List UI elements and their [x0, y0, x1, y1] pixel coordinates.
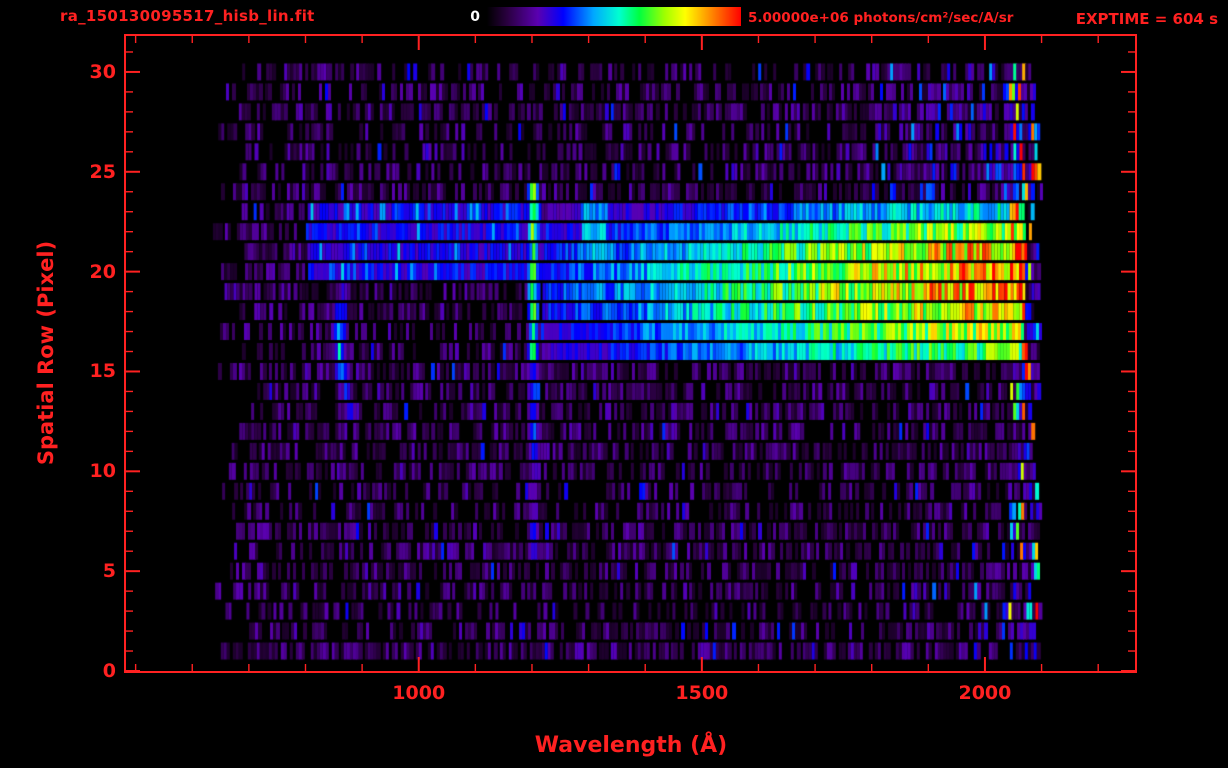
- x-tick-label: 1500: [675, 682, 729, 704]
- exptime-label: EXPTIME = 604 s: [1075, 10, 1218, 28]
- x-tick-label: 1000: [392, 682, 446, 704]
- plot-area: [124, 34, 1137, 673]
- y-tick-label: 20: [89, 260, 116, 283]
- y-tick-label: 25: [89, 160, 116, 183]
- colorbar-gradient: [487, 7, 741, 26]
- colorbar-max-label: 5.00000e+06 photons/cm²/sec/A/sr: [748, 10, 1014, 26]
- x-axis-title: Wavelength (Å): [534, 733, 728, 758]
- colorbar-min-label: 0: [470, 9, 480, 25]
- y-axis-title: Spatial Row (Pixel): [34, 240, 58, 466]
- y-tick-label: 0: [102, 660, 116, 682]
- y-tick-label: 5: [102, 560, 116, 583]
- plot-title: ra_150130095517_hisb_lin.fit: [60, 7, 315, 25]
- y-tick-label: 10: [89, 460, 116, 483]
- y-tick-label: 30: [89, 60, 116, 83]
- x-tick-label: 2000: [958, 682, 1012, 704]
- axes-frame-svg: [124, 34, 1137, 673]
- y-tick-label: 15: [89, 360, 116, 383]
- heatmap-canvas: [126, 36, 1135, 671]
